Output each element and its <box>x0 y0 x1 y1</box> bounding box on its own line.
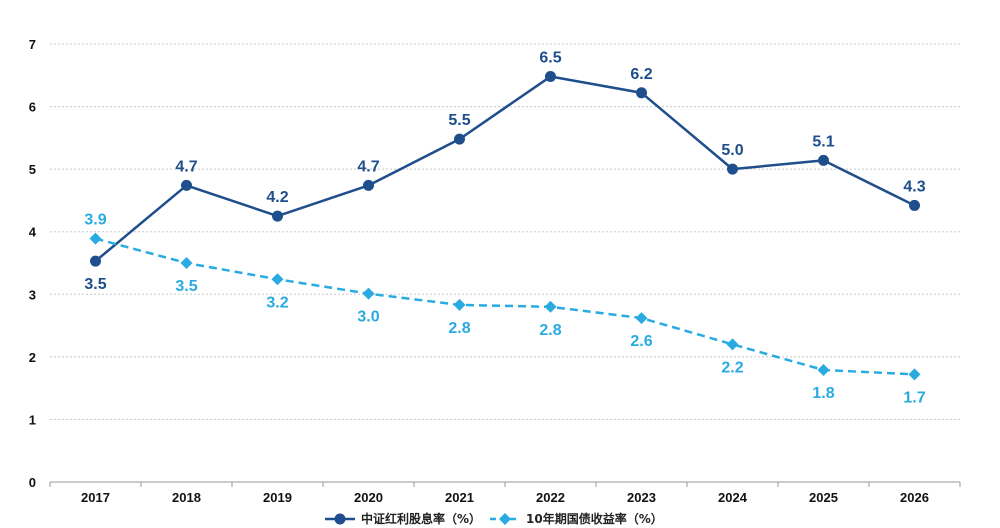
data-label: 5.0 <box>721 142 743 159</box>
data-point-marker <box>453 298 466 311</box>
y-tick-label: 2 <box>29 350 36 365</box>
y-tick-label: 0 <box>29 475 36 490</box>
legend-marker <box>334 513 346 525</box>
data-label: 3.9 <box>84 212 106 229</box>
x-tick-label: 2022 <box>536 490 565 505</box>
series-group <box>89 71 921 381</box>
data-point-marker <box>271 273 284 286</box>
legend-label: 中证红利股息率（%） <box>361 511 481 526</box>
data-point-marker <box>90 255 101 267</box>
data-point-marker <box>909 199 920 211</box>
data-label: 4.7 <box>175 158 197 175</box>
legend: 中证红利股息率（%） 10年期国债收益率（%） <box>325 511 663 526</box>
x-tick-label: 2020 <box>354 490 383 505</box>
data-label: 2.8 <box>539 322 561 339</box>
y-tick-label: 4 <box>29 225 37 240</box>
data-point-marker <box>544 300 557 313</box>
legend-marker <box>499 513 511 525</box>
data-label: 1.7 <box>903 389 925 406</box>
data-point-marker <box>545 71 556 83</box>
data-label: 5.1 <box>812 133 834 150</box>
data-label: 4.2 <box>266 189 288 206</box>
data-labels: 3.5 4.7 4.2 4.7 5.5 6.5 6.2 5.0 5.1 4.3 3.9 3.5 3.2 3… <box>84 50 925 407</box>
legend-label: 10年期国债收益率（%） <box>526 511 663 526</box>
data-label: 6.5 <box>539 50 561 67</box>
data-point-marker <box>363 179 374 191</box>
x-tick-label: 2018 <box>172 490 201 505</box>
data-label: 3.0 <box>357 309 379 326</box>
x-tick-label: 2025 <box>809 490 838 505</box>
data-point-marker <box>726 338 739 351</box>
data-label: 6.2 <box>630 66 652 83</box>
data-point-marker <box>362 287 375 300</box>
data-point-marker <box>89 232 102 245</box>
data-point-marker <box>272 210 283 222</box>
data-label: 3.2 <box>266 294 288 311</box>
data-label: 4.7 <box>357 158 379 175</box>
x-tick-label: 2024 <box>718 490 748 505</box>
x-tick-label: 2021 <box>445 490 474 505</box>
data-point-marker <box>636 87 647 99</box>
data-label: 3.5 <box>84 276 106 293</box>
data-label: 4.3 <box>903 178 925 195</box>
series-line <box>95 237 915 376</box>
axes: 0 1 2 3 4 5 6 7 2017 2018 2019 2020 2021 2022 2023 2024… <box>29 37 961 505</box>
x-tick-label: 2019 <box>263 490 292 505</box>
x-tick-label: 2026 <box>900 490 929 505</box>
x-tick-label: 2017 <box>81 490 110 505</box>
data-point-marker <box>908 368 921 381</box>
y-tick-label: 6 <box>29 100 36 115</box>
data-label: 3.5 <box>175 278 197 295</box>
data-label: 2.6 <box>630 333 652 350</box>
data-point-marker <box>635 312 648 325</box>
data-point-marker <box>727 163 738 175</box>
gridlines <box>50 43 960 420</box>
data-label: 2.2 <box>721 359 743 376</box>
data-point-marker <box>180 257 193 269</box>
data-point-marker <box>817 363 830 376</box>
y-tick-label: 7 <box>29 37 36 52</box>
y-tick-label: 1 <box>29 412 36 427</box>
series-line <box>94 75 916 263</box>
data-label: 2.8 <box>448 320 470 337</box>
data-point-marker <box>818 154 829 166</box>
data-point-marker <box>181 179 192 191</box>
data-point-marker <box>454 133 465 145</box>
y-tick-label: 3 <box>29 287 36 302</box>
data-label: 1.8 <box>812 385 834 402</box>
data-label: 5.5 <box>448 112 470 129</box>
x-tick-label: 2023 <box>627 490 656 505</box>
y-tick-label: 5 <box>29 162 36 177</box>
